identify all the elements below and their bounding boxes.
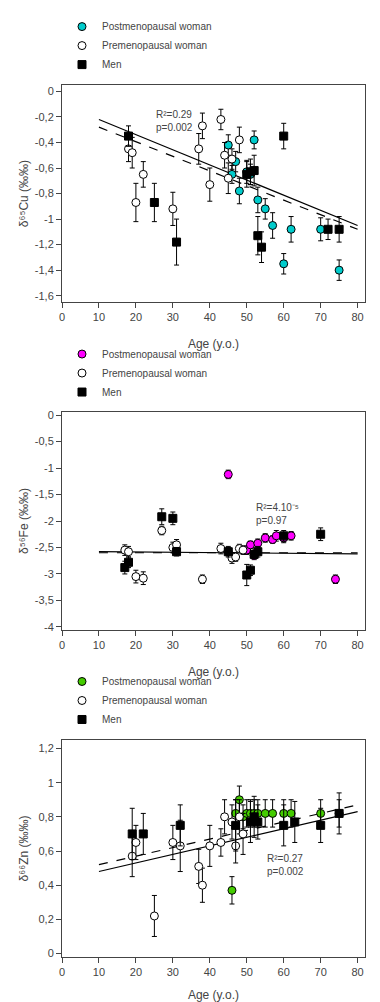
- svg-text:-2: -2: [44, 515, 54, 527]
- svg-text:0,2: 0,2: [39, 913, 54, 925]
- svg-text:10: 10: [93, 311, 105, 323]
- svg-text:R²=0.29p=0.002: R²=0.29p=0.002: [156, 109, 193, 133]
- svg-text:60: 60: [278, 311, 290, 323]
- svg-text:-0,8: -0,8: [35, 187, 54, 199]
- svg-text:50: 50: [241, 311, 253, 323]
- svg-text:40: 40: [204, 311, 216, 323]
- svg-text:0,8: 0,8: [39, 811, 54, 823]
- svg-text:Age (y.o.): Age (y.o.): [188, 665, 239, 679]
- svg-text:Premenopausal woman: Premenopausal woman: [102, 40, 207, 51]
- svg-text:10: 10: [93, 639, 105, 651]
- svg-text:Men: Men: [102, 59, 121, 70]
- svg-text:0: 0: [48, 409, 54, 421]
- svg-text:0: 0: [48, 85, 54, 97]
- svg-text:-0,4: -0,4: [35, 136, 54, 148]
- svg-text:Postmenopausal woman: Postmenopausal woman: [102, 21, 212, 32]
- svg-text:Age (y.o.): Age (y.o.): [188, 337, 239, 351]
- svg-text:Age (y.o.): Age (y.o.): [188, 988, 239, 1002]
- svg-text:-1,6: -1,6: [35, 290, 54, 302]
- svg-text:R²=4.10⁻⁵p=0.97: R²=4.10⁻⁵p=0.97: [256, 502, 299, 526]
- svg-text:Postmenopausal woman: Postmenopausal woman: [102, 676, 212, 687]
- svg-text:δ⁶⁵Cu (‰‰): δ⁶⁵Cu (‰‰): [17, 160, 31, 227]
- svg-text:δ⁶⁶Zn (‰‰): δ⁶⁶Zn (‰‰): [17, 816, 31, 882]
- svg-text:-1: -1: [44, 462, 54, 474]
- svg-text:0,4: 0,4: [39, 879, 54, 891]
- svg-text:1,2: 1,2: [39, 742, 54, 754]
- svg-text:R²=0.27p=0.002: R²=0.27p=0.002: [267, 853, 304, 877]
- svg-text:-1,2: -1,2: [35, 238, 54, 250]
- svg-text:40: 40: [204, 966, 216, 978]
- svg-text:60: 60: [278, 639, 290, 651]
- svg-text:70: 70: [315, 311, 327, 323]
- svg-text:70: 70: [315, 639, 327, 651]
- svg-text:30: 30: [167, 311, 179, 323]
- svg-text:50: 50: [241, 639, 253, 651]
- svg-text:0: 0: [59, 639, 65, 651]
- svg-text:10: 10: [93, 966, 105, 978]
- svg-text:50: 50: [241, 966, 253, 978]
- svg-text:30: 30: [167, 639, 179, 651]
- svg-text:-1: -1: [44, 213, 54, 225]
- svg-text:0: 0: [59, 966, 65, 978]
- svg-text:-4: -4: [44, 621, 54, 633]
- svg-text:-1,5: -1,5: [35, 488, 54, 500]
- svg-text:0: 0: [59, 311, 65, 323]
- svg-text:80: 80: [351, 966, 363, 978]
- svg-text:-1,4: -1,4: [35, 264, 54, 276]
- svg-text:1: 1: [48, 776, 54, 788]
- svg-text:-0,5: -0,5: [35, 435, 54, 447]
- svg-text:-0,2: -0,2: [35, 111, 54, 123]
- svg-text:δ⁵⁶Fe (‰‰): δ⁵⁶Fe (‰‰): [17, 488, 31, 554]
- svg-text:-3: -3: [44, 568, 54, 580]
- svg-text:70: 70: [315, 966, 327, 978]
- svg-text:Postmenopausal woman: Postmenopausal woman: [102, 349, 212, 360]
- svg-text:60: 60: [278, 966, 290, 978]
- svg-text:Men: Men: [102, 714, 121, 725]
- svg-text:20: 20: [130, 311, 142, 323]
- svg-text:40: 40: [204, 639, 216, 651]
- svg-text:Premenopausal woman: Premenopausal woman: [102, 695, 207, 706]
- svg-text:30: 30: [167, 966, 179, 978]
- svg-text:0: 0: [48, 947, 54, 959]
- svg-text:0,6: 0,6: [39, 845, 54, 857]
- svg-text:Premenopausal woman: Premenopausal woman: [102, 368, 207, 379]
- svg-text:20: 20: [130, 639, 142, 651]
- svg-text:20: 20: [130, 966, 142, 978]
- svg-text:-3,5: -3,5: [35, 594, 54, 606]
- svg-text:Men: Men: [102, 387, 121, 398]
- svg-text:-2,5: -2,5: [35, 541, 54, 553]
- svg-text:80: 80: [351, 639, 363, 651]
- svg-text:-0,6: -0,6: [35, 162, 54, 174]
- svg-text:80: 80: [351, 311, 363, 323]
